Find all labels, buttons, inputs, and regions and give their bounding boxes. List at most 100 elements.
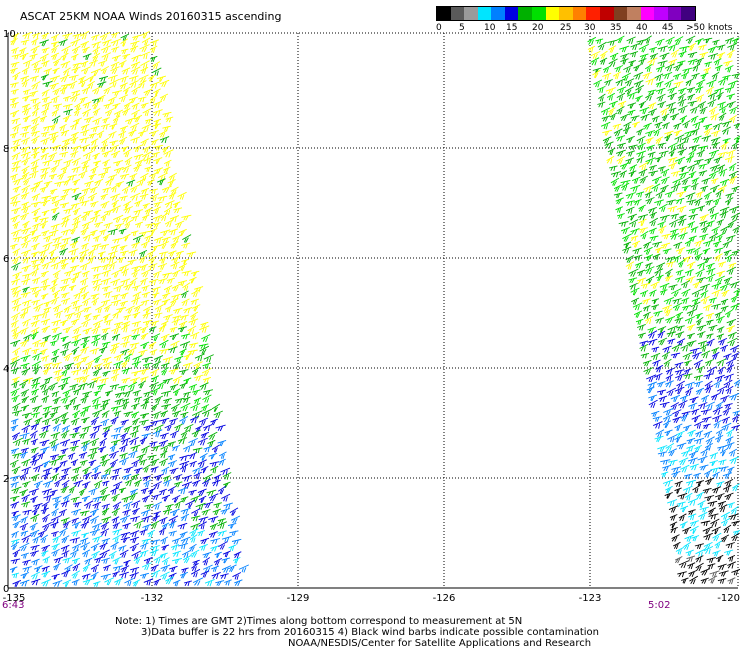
wind-barb	[109, 443, 118, 452]
wind-barb	[666, 331, 677, 338]
wind-barb	[686, 309, 697, 317]
wind-barb	[90, 214, 101, 223]
wind-barb	[119, 173, 130, 180]
wind-barb	[179, 416, 189, 425]
wind-barb	[695, 57, 705, 66]
wind-barb	[189, 342, 199, 349]
wind-barb	[614, 65, 624, 73]
wind-barb	[712, 471, 720, 479]
wind-barb	[61, 376, 71, 384]
wind-barb	[190, 415, 200, 424]
wind-barb	[90, 571, 99, 580]
wind-barb	[731, 185, 740, 193]
wind-barb	[728, 448, 738, 457]
wind-barb	[120, 33, 129, 42]
wind-barb	[89, 529, 101, 536]
wind-barb	[647, 338, 658, 346]
wind-barb	[10, 200, 21, 207]
wind-barb	[733, 288, 740, 296]
wind-barb	[22, 438, 31, 445]
wind-barb	[82, 46, 90, 54]
wind-barb	[221, 535, 232, 543]
wind-barb	[644, 35, 652, 44]
wind-barb	[73, 501, 82, 508]
wind-barb	[625, 255, 635, 264]
wind-barb	[120, 341, 130, 348]
wind-barb	[677, 571, 687, 578]
wind-barb	[74, 360, 84, 369]
legend-label: 20	[532, 23, 544, 33]
wind-barb	[590, 50, 601, 60]
wind-barb	[163, 206, 173, 216]
wind-barb	[613, 128, 623, 137]
wind-barb	[138, 74, 149, 83]
wind-barb	[29, 550, 39, 557]
wind-barb	[22, 481, 31, 488]
wind-barb	[158, 527, 167, 536]
wind-barb	[110, 487, 119, 495]
wind-barb	[40, 507, 49, 515]
wind-barb	[12, 248, 21, 256]
wind-barb	[730, 303, 740, 311]
wind-barb	[130, 516, 140, 523]
wind-barb	[81, 242, 89, 250]
wind-barb	[713, 380, 723, 389]
wind-barb	[721, 289, 730, 297]
wind-barb	[19, 522, 29, 531]
wind-barb	[62, 137, 72, 146]
wind-barb	[110, 144, 120, 152]
wind-barb	[52, 270, 61, 279]
wind-barb	[41, 32, 50, 40]
wind-barb	[31, 151, 40, 159]
wind-barb	[130, 45, 139, 53]
wind-barb	[23, 59, 33, 67]
wind-barb	[194, 353, 205, 362]
wind-barb	[42, 241, 53, 250]
wind-barb	[121, 334, 132, 342]
wind-barb	[48, 229, 59, 237]
wind-barb	[11, 53, 21, 60]
wind-barb	[726, 429, 734, 437]
wind-barb	[218, 451, 227, 460]
wind-barb	[718, 112, 727, 121]
wind-barb	[718, 261, 727, 268]
wind-barb	[648, 227, 657, 235]
wind-barb	[31, 242, 40, 251]
wind-barb	[30, 251, 40, 258]
wind-barb	[148, 488, 156, 495]
wind-barb	[619, 170, 628, 178]
wind-barb	[171, 318, 181, 326]
wind-barb	[725, 192, 735, 199]
wind-barb	[122, 473, 132, 481]
wind-barb	[121, 398, 130, 405]
wind-barb	[161, 367, 169, 376]
wind-barb	[664, 308, 673, 317]
wind-barb	[188, 437, 198, 446]
wind-barb	[121, 377, 131, 384]
wind-barb	[101, 137, 109, 147]
wind-barb	[31, 81, 41, 90]
wind-barb	[706, 79, 717, 88]
wind-barb	[21, 458, 31, 467]
wind-barb	[89, 437, 100, 447]
wind-speed-legend: 0 5 10 15 20 25 30 35 40 45 >50 knots	[436, 6, 740, 33]
wind-barb	[139, 44, 150, 53]
wind-barb	[82, 101, 92, 109]
legend-label: 35	[610, 23, 622, 33]
x-tick-label: -132	[141, 593, 164, 604]
wind-barb	[711, 526, 721, 535]
wind-barb	[153, 578, 161, 586]
wind-barb	[162, 356, 173, 364]
wind-barb	[120, 38, 128, 47]
wind-barb	[127, 381, 138, 391]
wind-barb	[51, 548, 60, 557]
wind-barb	[195, 502, 206, 510]
wind-barb	[51, 109, 60, 117]
wind-barb	[663, 296, 675, 305]
wind-barb	[149, 549, 159, 557]
wind-barb	[99, 493, 110, 502]
wind-barb	[688, 450, 698, 459]
wind-barb	[213, 410, 223, 419]
wind-barb	[102, 166, 112, 173]
wind-barb	[10, 67, 18, 74]
